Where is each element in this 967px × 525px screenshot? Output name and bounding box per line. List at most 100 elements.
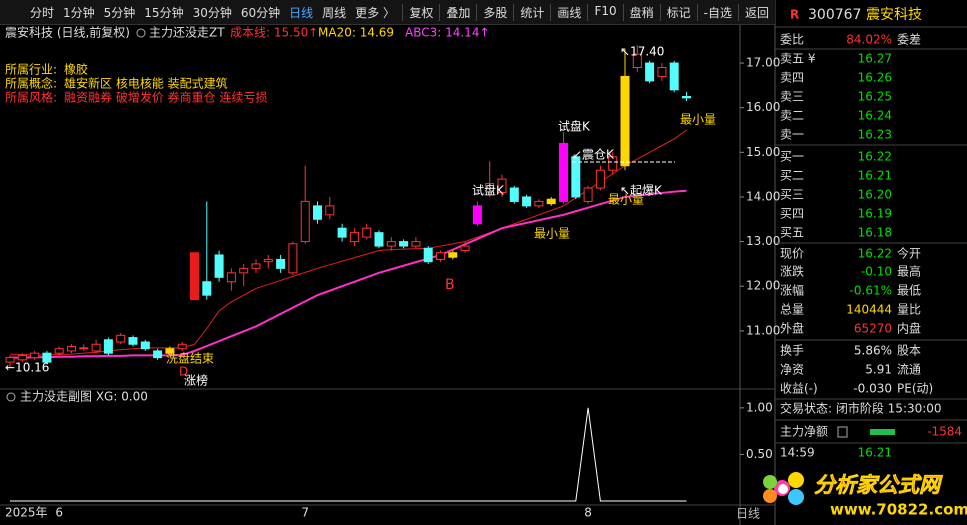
toolbar-button[interactable]: 30分钟 [192,5,232,20]
candle-body [140,341,150,350]
quote-label: 买三 [780,188,804,202]
candle-body [42,352,52,363]
indicator-value: MA20: 14.69 [318,26,394,40]
quote-right-label: 委差 [897,33,921,47]
candle-body [91,343,101,352]
candle-body [153,350,163,359]
candle-body [386,241,396,247]
toolbar-button[interactable]: F10 [587,3,622,21]
tick-price: 16.21 [858,446,892,460]
annotation: ←10.16 [5,361,49,375]
candle-body [17,354,27,361]
y-tick-label: 15.00 [746,145,780,159]
quote-value: 16.18 [858,226,892,240]
candle-body [362,227,372,238]
status: 交易状态: 闭市阶段 15:30:00 [780,401,942,416]
quote-value: -0.61% [850,284,892,298]
candle-body [620,75,630,167]
year-label: 2025年 [5,506,48,520]
annotation: 最小量 [534,227,570,241]
candle-body [583,187,593,202]
quote-label: 买五 [780,226,804,240]
candle-body [128,337,138,345]
y-tick-label: 12.00 [746,279,780,293]
quote-value: 140444 [846,303,892,317]
toolbar-button[interactable]: 更多 〉 [355,5,395,20]
toolbar-button[interactable]: 返回 [737,3,775,21]
candle-body [300,200,310,243]
toolbar-button[interactable]: 叠加 [439,3,476,21]
flow-icon[interactable] [837,426,848,438]
quote-value: 16.24 [858,109,892,123]
toolbar-button[interactable]: 复权 [402,3,439,21]
candle-body [202,281,212,296]
toolbar-button[interactable]: 统计 [513,3,550,21]
quote-label: 卖四 [780,71,804,85]
candle-body [226,272,236,283]
dropdown-icon[interactable] [136,28,146,38]
toolbar-button[interactable]: 日线 [289,5,314,20]
toolbar-button[interactable]: 画线 [550,3,587,21]
sub-title: 主力没走副图 XG: 0.00 [20,389,148,404]
quote-value: 16.26 [858,71,892,85]
quote-label: 收益(-) [780,382,818,396]
candle-body [177,343,187,350]
toolbar-button[interactable]: -自选 [696,3,738,21]
x-tick-label: 8 [584,506,592,520]
candle-body [546,198,556,205]
quote-label: 买二 [780,169,804,183]
candle-body [497,178,507,193]
candle-body [534,200,544,207]
candle-body [460,245,470,252]
tick-time: 14:59 [780,446,815,460]
candle-body [632,53,642,69]
toolbar-button[interactable]: 5分钟 [103,5,136,20]
logo: R [790,8,799,22]
annotation: 最小量 [608,193,644,207]
quote-label: 换手 [780,344,804,358]
candle-body [165,348,175,354]
toolbar-button[interactable]: 60分钟 [240,5,281,20]
ma-line [10,189,687,359]
candle-body [5,357,15,363]
tool-buttons: 复权 叠加 多股 统计 画线 F10 盘稍 标记 -自选 返回 [402,3,775,21]
candle-body [436,252,445,260]
quote-label: 涨跌 [780,264,804,279]
stock-name: 震安科技 [866,7,922,23]
info-label: 所属概念: [5,76,57,91]
y-tick-label: 17.00 [746,56,780,70]
candle-body [485,183,495,189]
candle-body [263,258,273,263]
watermark-url: www.70822.com [830,501,967,519]
quote-label: 外盘 [780,321,804,336]
toolbar-button[interactable]: 盘稍 [622,3,660,21]
quote-right-label: 股本 [897,344,921,358]
candle-body [349,232,359,243]
toolbar-button[interactable]: 标记 [659,3,697,21]
quote-label: 买一 [780,150,804,164]
quote-label: 卖三 [780,90,804,104]
y-tick-label: 14.00 [746,189,780,203]
toolbar-button[interactable]: 1分钟 [63,5,95,20]
quote-right-label: 量比 [897,303,921,317]
toolbar: 分时 1分钟 5分钟 15分钟 30分钟 60分钟 日线 周线 更多 〉 复权 叠加 多股 统计 画线 F… [0,0,775,25]
annotation: 涨榜 [184,373,208,388]
candle-body [337,227,347,238]
y-tick-label: 1.00 [746,400,773,414]
candle-body [657,67,667,77]
dropdown-icon[interactable] [6,392,16,402]
flow-label: 主力净额 [780,425,828,439]
toolbar-button[interactable]: 多股 [476,3,513,21]
stock-code: 300767 [808,7,861,23]
toolbar-button[interactable]: 周线 [322,5,347,20]
signal-line [10,407,687,502]
candle-body [276,258,286,269]
y-tick-label: 0.50 [746,447,773,461]
quote-label: 总量 [780,303,804,317]
toolbar-button[interactable]: 分时 [30,5,55,20]
quote-label: 委比 [780,33,804,47]
toolbar-button[interactable]: 15分钟 [144,5,184,20]
y-tick-label: 16.00 [746,100,780,114]
candle-body [472,205,482,225]
candle-body [190,252,199,301]
